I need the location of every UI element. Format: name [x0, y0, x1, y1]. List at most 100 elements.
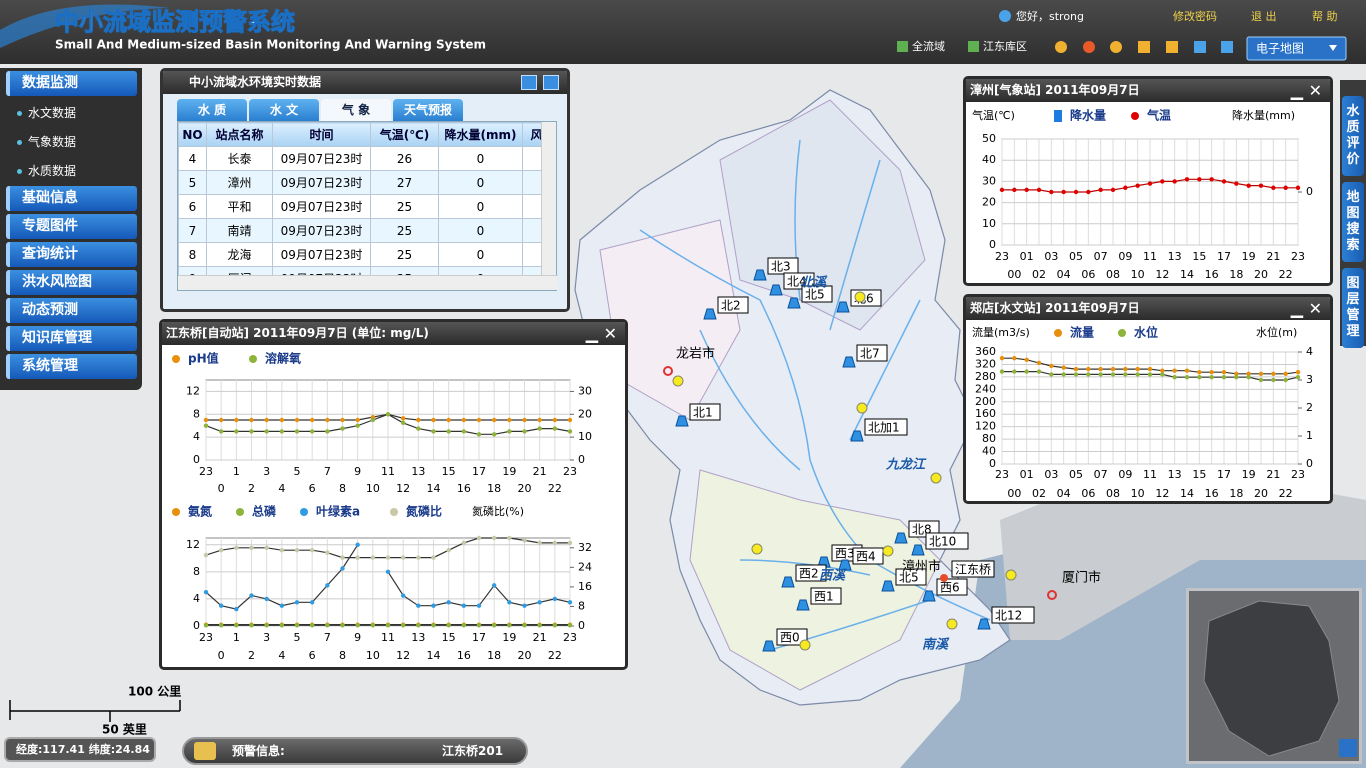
- rain-station[interactable]: [800, 640, 810, 650]
- rain-station[interactable]: [857, 403, 867, 413]
- x-tick-label: 10: [1131, 268, 1145, 281]
- submenu-item[interactable]: 水文数据: [0, 99, 142, 128]
- panel-title-text: 江东桥[自动站] 2011年09月7日 (单位: mg/L): [166, 326, 429, 340]
- menu-item[interactable]: 专题图件: [6, 214, 137, 239]
- alert-text: 江东桥201: [442, 739, 503, 763]
- panel-title: 中小流域水环境实时数据: [163, 71, 567, 94]
- x-tick-label: 23: [563, 631, 577, 644]
- close-controls[interactable]: ▁ ✕: [1291, 79, 1322, 102]
- data-point: [386, 555, 390, 559]
- data-point: [234, 623, 238, 627]
- y-tick-label: 50: [982, 132, 996, 145]
- table-cell: 09月07日23时: [273, 267, 371, 276]
- tab[interactable]: 天气预报: [393, 99, 463, 121]
- y2-tick-label: 4: [1306, 345, 1313, 358]
- x-tick-label: 00: [1007, 268, 1021, 281]
- city-name: 厦门市: [1062, 570, 1101, 586]
- side-tab[interactable]: 图层管理: [1342, 268, 1364, 348]
- scale-km: 100 公里: [128, 684, 181, 699]
- submenu-item[interactable]: 气象数据: [0, 128, 142, 157]
- menu-item[interactable]: 查询统计: [6, 242, 137, 267]
- x-tick-label: 09: [1118, 468, 1132, 481]
- overview-basin: [1204, 601, 1339, 756]
- legend-label: pH值: [188, 351, 219, 366]
- table-wrap: NO站点名称时间气温(℃)降水量(mm)风速4长泰09月07日23时2605漳州…: [177, 121, 557, 291]
- toolbar-button[interactable]: 江东库区: [983, 40, 1027, 53]
- maximize-button[interactable]: [543, 75, 559, 90]
- data-point: [492, 583, 496, 587]
- data-point: [507, 623, 511, 627]
- rain-station[interactable]: [947, 619, 957, 629]
- data-point: [1148, 372, 1152, 376]
- close-controls[interactable]: ▁ ✕: [1291, 297, 1322, 320]
- data-point: [234, 607, 238, 611]
- data-point: [234, 546, 238, 550]
- rain-station[interactable]: [931, 473, 941, 483]
- data-point: [1246, 375, 1250, 379]
- legend-marker: [1054, 329, 1062, 337]
- tool-icons[interactable]: [1055, 41, 1233, 53]
- toolbar-button[interactable]: 全流域: [912, 39, 945, 53]
- menu-item[interactable]: 基础信息: [6, 186, 137, 211]
- link[interactable]: 退 出: [1251, 9, 1277, 23]
- submenu-item[interactable]: 水质数据: [0, 157, 142, 186]
- menu-item[interactable]: 洪水风险图: [6, 270, 137, 295]
- x-tick-label: 12: [1155, 487, 1169, 500]
- weather-chart: 2300010203040506070809101112131415161718…: [966, 102, 1332, 286]
- legend-marker: [236, 508, 244, 516]
- data-point: [1135, 183, 1139, 187]
- data-point: [325, 583, 329, 587]
- menu-item[interactable]: 动态预测: [6, 298, 137, 323]
- rain-station[interactable]: [1006, 570, 1016, 580]
- data-point: [264, 429, 268, 433]
- y2-tick-label: 10: [578, 430, 592, 443]
- x-tick-label: 18: [487, 649, 501, 662]
- rain-station[interactable]: [855, 292, 865, 302]
- x-tick-label: 23: [1291, 250, 1305, 263]
- data-point: [416, 426, 420, 430]
- y2-axis-label: 水位(m): [1256, 325, 1297, 339]
- data-point: [431, 623, 435, 627]
- side-tab[interactable]: 水质评价: [1342, 96, 1364, 176]
- table-cell: 南靖: [207, 219, 273, 243]
- y-tick-label: 0: [989, 457, 996, 470]
- rain-station[interactable]: [752, 544, 762, 554]
- data-point: [386, 570, 390, 574]
- menu-item[interactable]: 数据监测: [6, 71, 137, 96]
- link[interactable]: 修改密码: [1173, 9, 1217, 23]
- h-scrollbar[interactable]: [178, 275, 558, 290]
- data-point: [310, 548, 314, 552]
- data-point: [553, 597, 557, 601]
- rain-station[interactable]: [673, 376, 683, 386]
- station-label: 西0: [780, 631, 800, 645]
- side-tab[interactable]: 地图搜索: [1342, 182, 1364, 262]
- data-point: [249, 418, 253, 422]
- data-point: [446, 548, 450, 552]
- close-controls[interactable]: ▁ ✕: [586, 322, 617, 345]
- y-axis-label: 流量(m3/s): [972, 325, 1030, 339]
- expand-button[interactable]: [1339, 739, 1357, 757]
- data-point: [204, 418, 208, 422]
- tab[interactable]: 气 象: [321, 99, 391, 121]
- data-point: [1037, 369, 1041, 373]
- rain-station[interactable]: [883, 546, 893, 556]
- data-point: [553, 623, 557, 627]
- legend-marker: [300, 508, 308, 516]
- minimize-button[interactable]: [521, 75, 537, 90]
- x-tick-label: 09: [1118, 250, 1132, 263]
- menu-item[interactable]: 系统管理: [6, 354, 137, 379]
- data-point: [1000, 188, 1004, 192]
- v-scrollbar[interactable]: [541, 122, 556, 275]
- station-icon[interactable]: [940, 574, 948, 582]
- legend-marker: [172, 508, 180, 516]
- link[interactable]: 帮 助: [1312, 9, 1338, 23]
- data-point: [537, 600, 541, 604]
- data-point: [477, 623, 481, 627]
- tab[interactable]: 水 质: [177, 99, 247, 121]
- data-point: [295, 623, 299, 627]
- y-tick-label: 240: [975, 382, 996, 395]
- menu-item[interactable]: 知识库管理: [6, 326, 137, 351]
- tab[interactable]: 水 文: [249, 99, 319, 121]
- y2-tick-label: 32: [578, 541, 592, 554]
- data-point: [416, 623, 420, 627]
